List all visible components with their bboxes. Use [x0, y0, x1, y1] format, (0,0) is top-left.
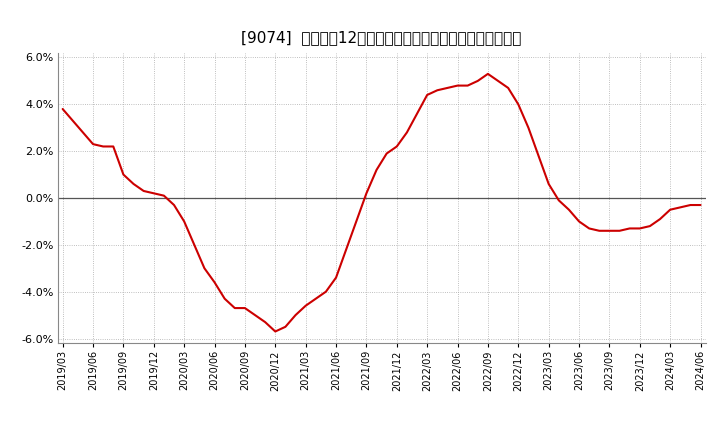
Title: [9074]  売上高の12か月移動合計の対前年同期増減率の推移: [9074] 売上高の12か月移動合計の対前年同期増減率の推移 [241, 29, 522, 45]
